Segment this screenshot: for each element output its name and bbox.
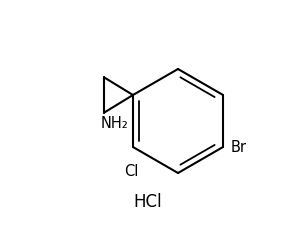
Text: Cl: Cl bbox=[124, 163, 138, 178]
Text: Br: Br bbox=[231, 140, 247, 155]
Text: HCl: HCl bbox=[134, 192, 162, 210]
Text: NH₂: NH₂ bbox=[101, 115, 129, 131]
